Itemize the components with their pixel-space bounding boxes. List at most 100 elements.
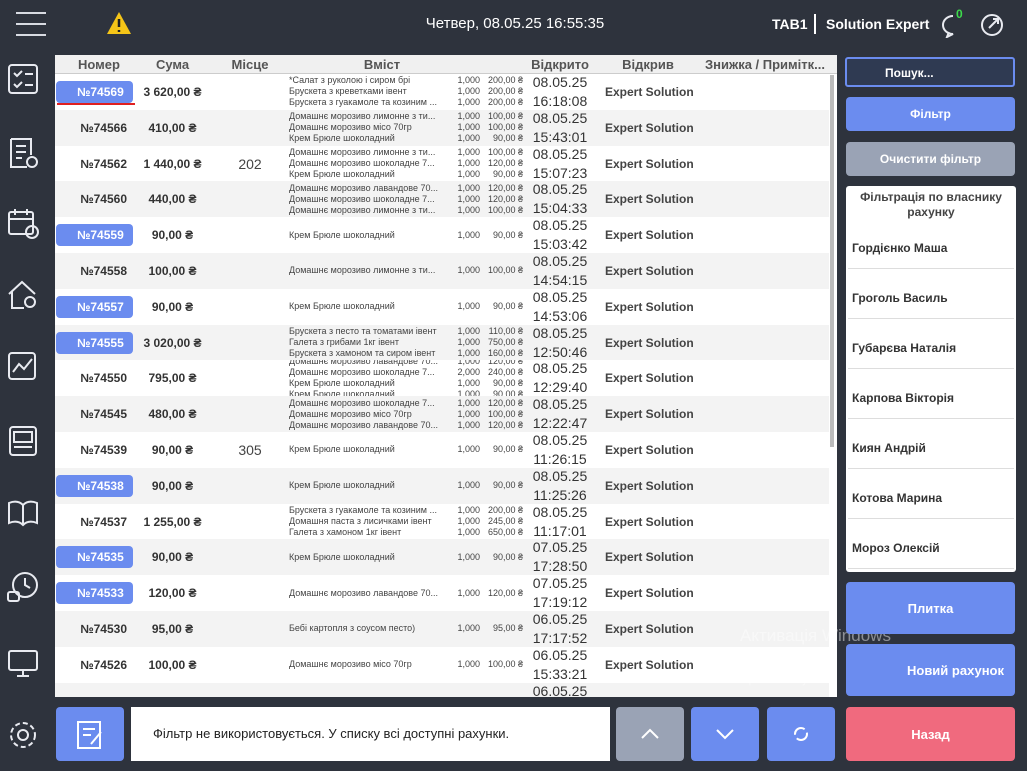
item-qty: 1,000 <box>457 301 480 312</box>
nav-orders[interactable] <box>6 62 40 96</box>
opened-time: 15:04:33 <box>532 200 588 217</box>
clear-filter-button[interactable]: Очистити фільтр <box>846 142 1015 176</box>
opened-date: 08.05.25 <box>532 467 588 484</box>
bill-number[interactable]: №74557 <box>56 295 133 318</box>
bill-number[interactable]: №74535 <box>56 546 133 569</box>
bill-row[interactable]: №74558 100,00 ₴ Домашнє морозиво лимонне з… <box>55 253 829 289</box>
table-header <box>55 55 837 74</box>
bill-row[interactable]: №74538 90,00 ₴ Крем Брюле шоколадний 1,000 9… <box>55 467 829 504</box>
item-name: Брускета з креветками івент <box>289 86 407 97</box>
scroll-down[interactable] <box>691 707 759 761</box>
item-qty: 1,000 <box>457 336 480 347</box>
owner-option[interactable]: Котова Марина <box>848 470 1014 519</box>
filter-button[interactable]: Фільтр <box>846 97 1015 131</box>
bill-number[interactable]: №74538 <box>56 474 133 497</box>
bill-number: №74562 <box>80 156 127 171</box>
item-price: 100,00 ₴ <box>487 111 523 122</box>
opened-time: 11:25:26 <box>533 486 587 503</box>
item-name: Домашнє морозиво шоколадне 7... <box>289 397 435 408</box>
opened-date: 08.05.25 <box>532 109 588 126</box>
item-name: Брускета з хамоном та сиром івент <box>289 347 436 358</box>
nav-settings[interactable] <box>6 718 40 752</box>
opened-date: 07.05.25 <box>532 575 588 592</box>
bill-row[interactable]: №74550 795,00 ₴ Домашнє морозиво лавандове… <box>55 360 829 397</box>
bill-row[interactable]: №74566 410,00 ₴ Домашнє морозиво лимонне з… <box>55 109 829 146</box>
nav-home[interactable] <box>6 278 40 312</box>
bill-number: №74526 <box>80 657 127 672</box>
back-button[interactable]: Назад <box>846 707 1015 761</box>
refresh[interactable] <box>767 707 835 761</box>
opened-time: 12:50:46 <box>532 343 588 360</box>
bill-row[interactable]: №74526 100,00 ₴ Домашнє морозиво місо 70гр… <box>55 646 829 683</box>
item-price: 100,00 ₴ <box>487 122 523 133</box>
bill-sum: 795,00 ₴ <box>148 371 197 386</box>
nav-stats[interactable] <box>6 350 40 384</box>
bill-row[interactable]: №74562 1 440,00 ₴ 202 Домашнє морозиво лимо… <box>55 145 829 182</box>
opened-by: Expert Solution <box>605 443 694 457</box>
nav-bills[interactable] <box>6 136 40 170</box>
bill-number[interactable]: №74533 <box>56 582 133 605</box>
nav-book[interactable] <box>6 496 40 530</box>
item-price: 245,00 ₴ <box>487 515 523 526</box>
owner-option[interactable]: Мороз Олексій <box>848 520 1014 569</box>
opened-date: 08.05.25 <box>532 324 588 341</box>
bill-row[interactable]: №74559 90,00 ₴ Крем Брюле шоколадний 1,000 9… <box>55 217 829 253</box>
item-price: 90,00 ₴ <box>492 480 523 491</box>
owner-option[interactable]: Гроголь Василь <box>848 270 1014 319</box>
bill-number: №74558 <box>80 264 127 278</box>
item-price: 120,00 ₴ <box>487 360 523 367</box>
bill-number[interactable]: №74555 <box>56 331 133 354</box>
messages-icon[interactable] <box>940 12 968 38</box>
opened-time: 15:07:23 <box>532 164 588 181</box>
bill-number[interactable]: №74559 <box>56 224 133 247</box>
owner-option[interactable]: Гордієнко Маша <box>848 220 1014 269</box>
bill-row[interactable]: №74569 3 620,00 ₴ *Салат з руколою і сиром… <box>55 74 829 110</box>
item-qty: 1,000 <box>457 623 480 634</box>
item-price: 90,00 ₴ <box>492 378 523 389</box>
nav-history[interactable] <box>6 570 40 604</box>
owner-option[interactable]: Карпова Вікторія <box>848 370 1014 419</box>
item-qty: 1,000 <box>457 193 480 204</box>
bill-number[interactable]: №74569 <box>56 81 133 103</box>
bill-row[interactable]: №74555 3 020,00 ₴ Брускета з песто та тома… <box>55 324 829 361</box>
bill-row[interactable]: №74560 440,00 ₴ Домашнє морозиво лавандове… <box>55 181 829 218</box>
menu-icon[interactable] <box>14 10 48 38</box>
bill-row[interactable]: №74530 95,00 ₴ Бебі картопля з соусом пест… <box>55 611 829 647</box>
bill-number: №74545 <box>80 407 127 422</box>
warning-icon[interactable] <box>106 11 132 35</box>
nav-terminal[interactable] <box>6 424 40 458</box>
item-qty: 1,000 <box>457 480 480 491</box>
opened-by: Expert Solution <box>605 550 694 565</box>
owner-option[interactable]: Киян Андрій <box>848 420 1014 469</box>
bill-row[interactable]: №74539 90,00 ₴ 305 Крем Брюле шоколадний 1,0… <box>55 432 829 468</box>
item-price: 90,00 ₴ <box>492 168 523 179</box>
bill-row[interactable]: №74557 90,00 ₴ Крем Брюле шоколадний 1,000 9… <box>55 288 829 325</box>
bill-row[interactable]: №74545 480,00 ₴ Домашнє морозиво шоколадне… <box>55 396 829 432</box>
owner-option[interactable]: Губарєва Наталія <box>848 320 1014 369</box>
item-qty: 1,000 <box>457 157 480 168</box>
sync-icon[interactable] <box>980 12 1006 38</box>
opened-by: Expert Solution <box>605 335 694 350</box>
notification-count: 0 <box>956 7 963 21</box>
tiles-button[interactable]: Плитка <box>846 582 1015 634</box>
search-box[interactable]: Пошук... <box>845 57 1015 87</box>
new-bill-button[interactable]: Новий рахунок <box>846 644 1015 696</box>
opened-time: 15:43:01 <box>532 128 588 145</box>
nav-display[interactable] <box>6 646 40 680</box>
scroll-up[interactable] <box>616 707 684 761</box>
opened-time: 11:26:15 <box>533 451 587 467</box>
nav-calendar[interactable] <box>6 206 40 240</box>
opened-date: 06.05.25 <box>532 611 588 627</box>
item-name: Крем Брюле шоколадний <box>289 444 395 455</box>
column-header: Вміст <box>363 57 401 72</box>
item-qty: 1,000 <box>457 146 480 157</box>
item-price: 750,00 ₴ <box>487 336 523 347</box>
item-price: 120,00 ₴ <box>487 157 523 168</box>
item-qty: 1,000 <box>457 526 480 537</box>
item-qty: 1,000 <box>457 378 480 389</box>
bill-row[interactable]: №74533 120,00 ₴ Домашнє морозиво лавандове… <box>55 575 829 611</box>
bill-row[interactable]: №74535 90,00 ₴ Крем Брюле шоколадний 1,000 9… <box>55 539 829 576</box>
bill-row[interactable]: №74537 1 255,00 ₴ Брускета з гуакамоле та … <box>55 503 829 540</box>
edit-button[interactable] <box>56 707 124 761</box>
